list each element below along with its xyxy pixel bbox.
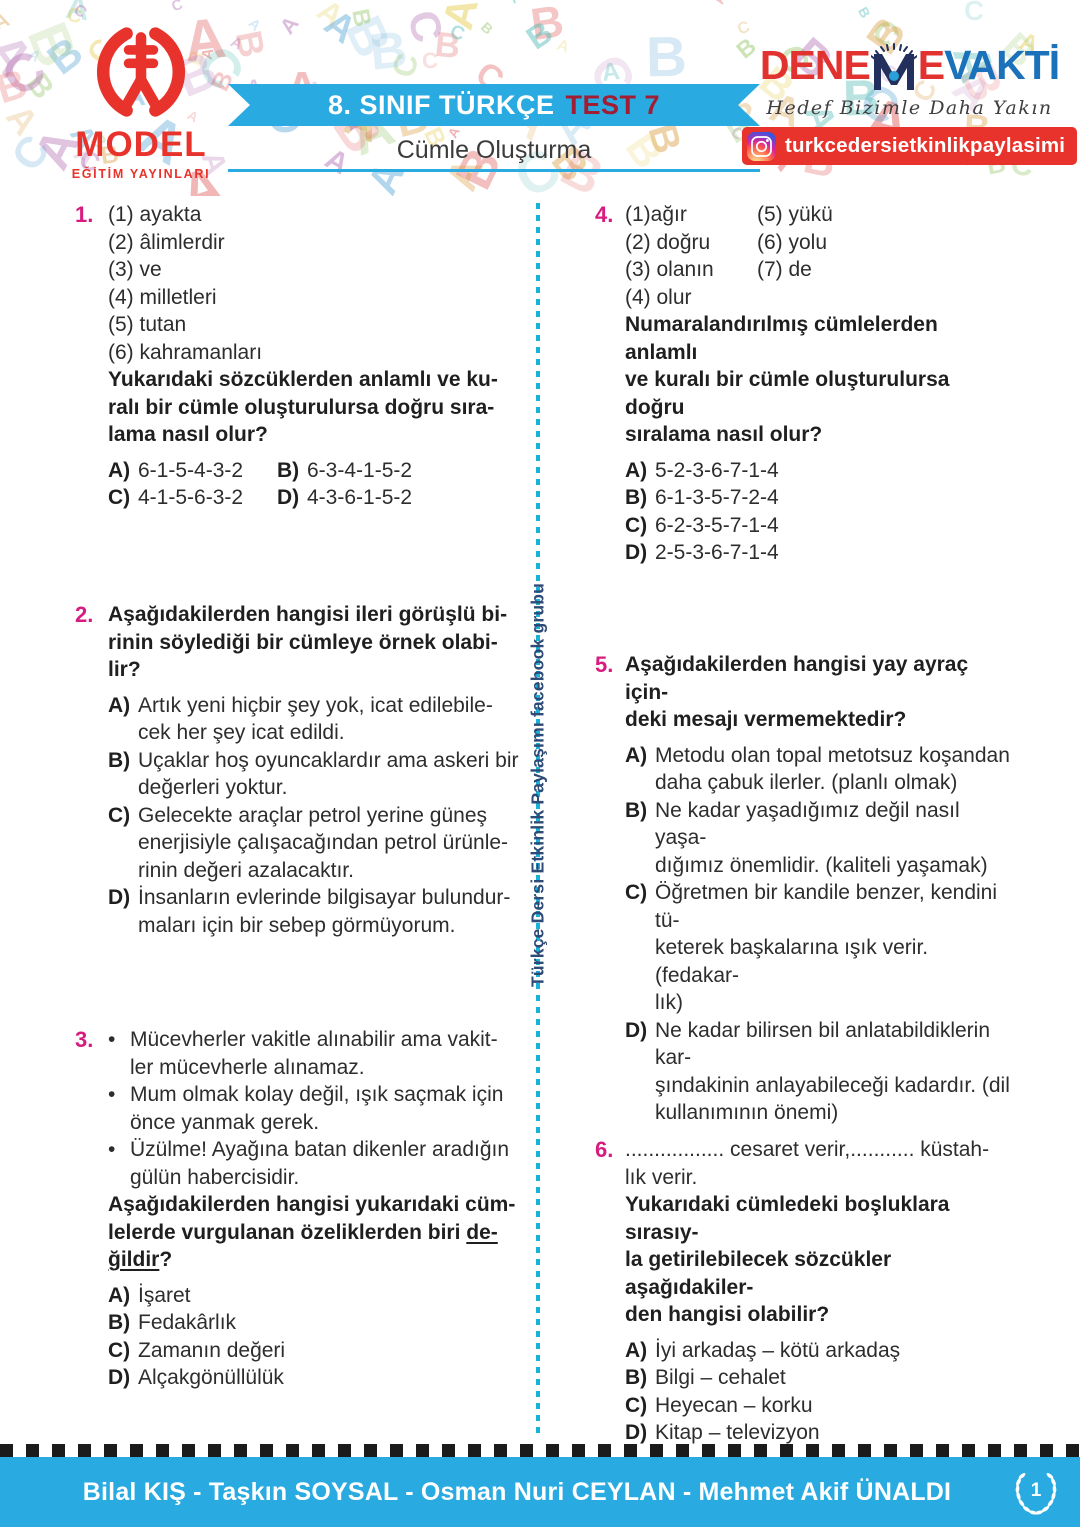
instagram-icon [747, 131, 776, 161]
option-a: A) İşaret [108, 1283, 191, 1307]
option-a: A) Artık yeni hiçbir şey yok, icat edileb… [108, 693, 493, 745]
option-b: B) Fedakârlık [108, 1311, 237, 1334]
options: A) Metodu olan topal metotsuz koşandan da… [625, 742, 1014, 1127]
option-b: B) 6-3-4-1-5-2 [277, 458, 413, 482]
question-number: 2. [75, 602, 94, 627]
footer-bar: Bilal KIŞ - Taşkın SOYSAL - Osman Nuri C… [0, 1457, 1080, 1527]
bullet-icon: • [108, 1138, 116, 1161]
question-number: 5. [595, 652, 614, 677]
question-stem: Aşağıdakilerden hangisi ileri görüşlü bi… [108, 603, 508, 681]
page-number: 1 [1030, 1479, 1042, 1501]
perforation-strip [0, 1444, 1080, 1457]
question-6: 6. ................. cesaret verir,.....… [595, 1136, 1014, 1447]
question-1: 1. (1) ayakta (2) âlimlerdir (3) ve (4) … [75, 201, 522, 512]
question-stem: Aşağıdakilerden hangisi yay ayraç için- … [625, 653, 969, 731]
options: A) İşaret B) Fedakârlık C) Zamanın değeri D… [108, 1282, 522, 1392]
option-d: D) 2-5-3-6-7-1-4 [625, 541, 779, 564]
dv-text-vakti: VAKTİ [944, 41, 1060, 88]
question-4: 4. (1)ağır (5) yükü (2) doğru (6) yolu (3)… [595, 201, 1014, 567]
question-stem: Yukarıdaki sözcüklerden anlamlı ve ku- r… [108, 368, 498, 446]
banner-title: 8. SINIF TÜRKÇE [327, 89, 555, 120]
column-divider [536, 203, 540, 1435]
denemevakti-logo: DENE E [742, 38, 1077, 165]
dv-tagline: Hedef Bizimle Daha Yakın [766, 97, 1053, 119]
question-items: (1)ağır (5) yükü (2) doğru (6) yolu (3) ol… [625, 203, 833, 309]
question-3: 3. • Mücevherler vakitle alınabilir ama v… [75, 1026, 522, 1392]
question-2: 2. Aşağıdakilerden hangisi ileri görüşlü… [75, 601, 522, 939]
denemevakti-wordmark: DENE E [742, 38, 1077, 92]
question-number: 4. [595, 202, 614, 227]
brand-logo: MODEL EĞİTİM YAYINLARI [56, 24, 226, 181]
brand-emblem-icon [96, 27, 186, 117]
brand-subtitle: EĞİTİM YAYINLARI [71, 167, 211, 181]
option-c: C) Öğretmen bir kandile benzer, kendini t… [625, 881, 998, 1014]
clock-m-icon [870, 43, 917, 90]
option-c: C) 4-1-5-6-3-2 [108, 486, 244, 509]
option-c: C) Gelecekte araçlar petrol yerine güneş … [108, 803, 509, 882]
question-number: 3. [75, 1027, 94, 1052]
option-d: D) Kitap – televizyon [625, 1421, 820, 1444]
bullet-icon: • [108, 1083, 116, 1106]
options: A) Artık yeni hiçbir şey yok, icat edileb… [108, 692, 522, 940]
bullet-item: • Mum olmak kolay değil, ışık saçmak için… [108, 1081, 522, 1136]
options: A) 6-1-5-4-3-2 B) 6-3-4-1-5-2 C) 4-1-5-6-3-… [108, 457, 522, 512]
question-items: (1) ayakta (2) âlimlerdir (3) ve (4) mil… [108, 203, 263, 364]
instagram-handle: turkcedersietkinlikpaylasimi [785, 134, 1066, 157]
option-b: B) 6-1-3-5-7-2-4 [625, 486, 779, 509]
question-number: 1. [75, 202, 94, 227]
question-stem: Yukarıdaki cümledeki boşluklara sırasıy-… [625, 1193, 950, 1326]
option-d: D) Ne kadar bilirsen bil anlatabildikleri… [625, 1018, 1010, 1125]
question-5: 5. Aşağıdakilerden hangisi yay ayraç içi… [595, 651, 1014, 1127]
option-b: B) Uçaklar hoş oyuncaklardır ama askeri b… [108, 748, 519, 800]
laurel-wreath-icon [1015, 1472, 1057, 1515]
option-a: A) Metodu olan topal metotsuz koşandan da… [625, 743, 1010, 795]
banner-test-number: TEST 7 [565, 89, 661, 120]
instagram-badge: turkcedersietkinlikpaylasimi [742, 127, 1077, 165]
option-c: C) Zamanın değeri [108, 1338, 286, 1362]
section-subtitle: Cümle Oluşturma [396, 136, 592, 164]
option-c: C) Heyecan – korku [625, 1393, 813, 1417]
divider-label: Türkçe Dersi Etkinlik Paylaşımı facebook… [527, 582, 548, 988]
page-number-badge: 1 [1008, 1466, 1064, 1518]
option-d: D) Alçakgönüllülük [108, 1366, 284, 1389]
option-a: A) 6-1-5-4-3-2 [108, 458, 244, 482]
option-d: D) 4-3-6-1-5-2 [277, 486, 413, 509]
option-c: C) 6-2-3-5-7-1-4 [625, 513, 779, 537]
test-banner: 8. SINIF TÜRKÇE TEST 7 [228, 84, 760, 126]
bullet-item: • Üzülme! Ayağına batan dikenler aradığın… [108, 1136, 522, 1191]
option-b: B) Ne kadar yaşadığımız değil nasıl yaşa-… [625, 798, 988, 877]
bullet-icon: • [108, 1028, 116, 1051]
question-stem: Numaralandırılmış cümlelerden anlamlı ve… [625, 313, 950, 446]
option-a: A) 5-2-3-6-7-1-4 [625, 458, 779, 482]
bullet-item: • Mücevherler vakitle alınabilir ama vaki… [108, 1026, 522, 1081]
option-b: B) Bilgi – cehalet [625, 1366, 786, 1389]
footer-authors: Bilal KIŞ - Taşkın SOYSAL - Osman Nuri C… [82, 1477, 952, 1506]
option-a: A) İyi arkadaş – kötü arkadaş [625, 1338, 901, 1362]
dv-text-dene: DENE [759, 41, 871, 88]
question-stem: Aşağıdakilerden hangisi yukarıdaki cüm- … [108, 1193, 516, 1271]
options: A) İyi arkadaş – kötü arkadaş B) Bilgi – c… [625, 1337, 1014, 1447]
subtitle-underline [228, 169, 760, 172]
question-lead: ................. cesaret verir,........… [625, 1138, 990, 1189]
question-number: 6. [595, 1137, 614, 1162]
header: BABABBCAAAACCBABBBCBBAAACBBBBCAABACBCAAA… [0, 0, 1080, 196]
brand-name: MODEL [75, 125, 207, 164]
option-d: D) İnsanların evlerinde bilgisayar bulund… [108, 886, 511, 937]
dv-text-e: E [917, 41, 945, 88]
options: A) 5-2-3-6-7-1-4 B) 6-1-3-5-7-2-4 C) 6-2-3-… [625, 457, 1014, 567]
